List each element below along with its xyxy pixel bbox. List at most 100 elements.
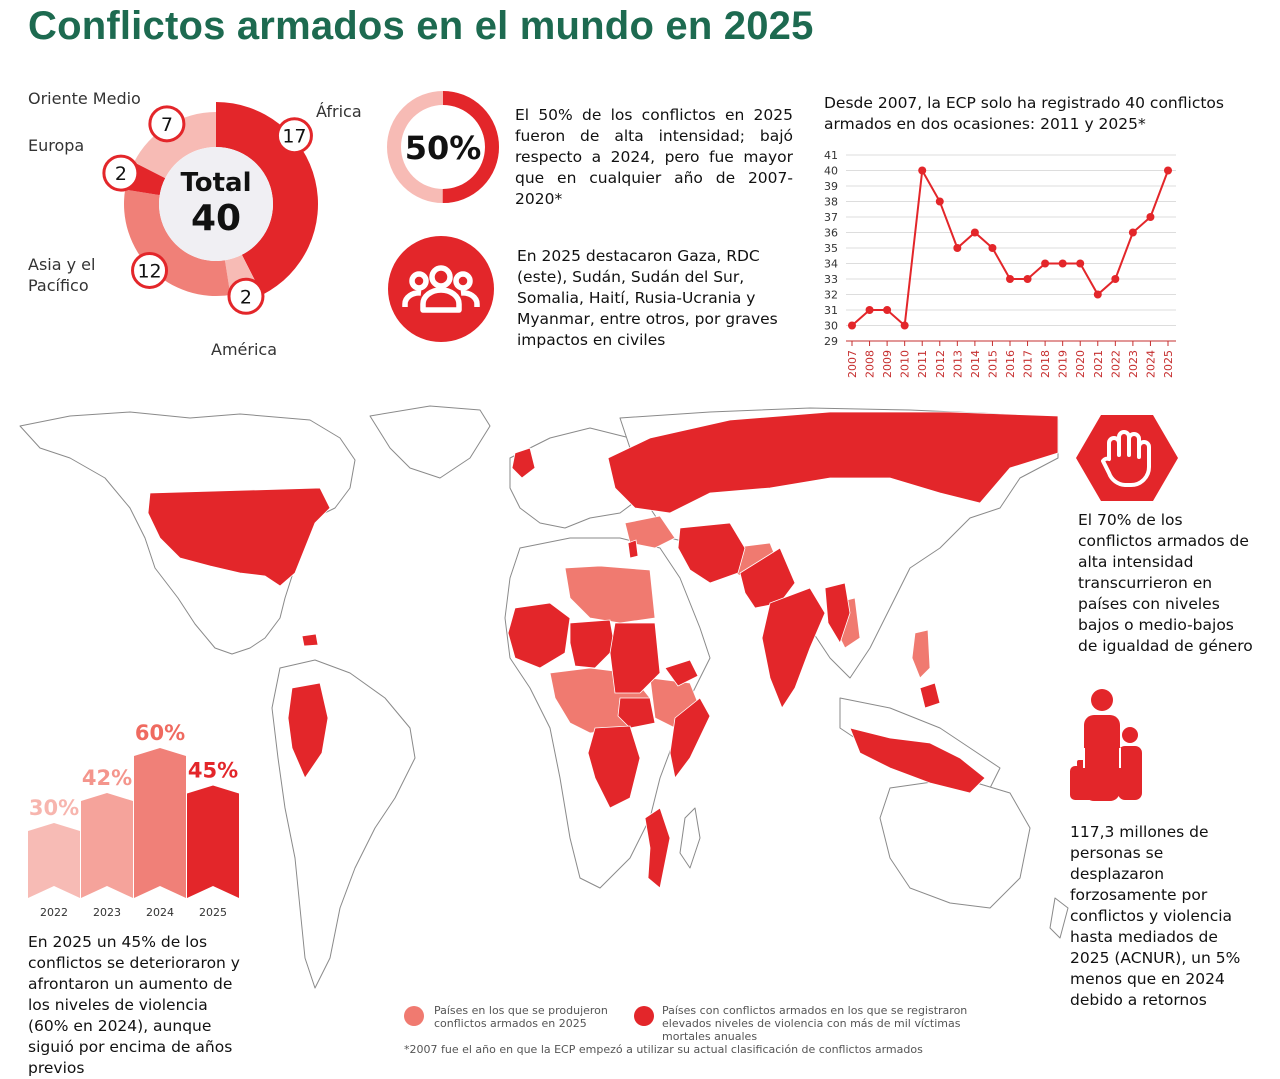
map-country-india <box>761 587 826 709</box>
data-point <box>1023 275 1032 283</box>
data-point <box>1093 290 1102 299</box>
map-country-syria-iraq <box>624 515 676 549</box>
map-australia <box>879 777 1031 909</box>
bar-category-label: 2024 <box>146 906 174 919</box>
legend-swatch-strong <box>634 1006 654 1026</box>
x-tick-label: 2017 <box>1022 350 1035 378</box>
world-map <box>19 405 1069 989</box>
total-value: 40 <box>191 198 241 239</box>
data-point <box>883 306 892 314</box>
map-country-myanmar <box>824 582 851 644</box>
map-country-israel <box>627 539 639 559</box>
data-point <box>1058 259 1067 268</box>
map-country-niger-chad <box>569 619 616 669</box>
region-count-badge: 2 <box>102 154 140 192</box>
ring-fill <box>387 91 499 203</box>
y-tick-label: 40 <box>824 165 838 178</box>
bar-category-label: 2022 <box>40 906 68 919</box>
bar-category-label: 2023 <box>93 906 121 919</box>
map-country-usa <box>147 487 331 587</box>
x-tick-label: 2025 <box>1162 350 1175 378</box>
x-tick-label: 2023 <box>1127 350 1140 378</box>
region-label-oriente-medio: Oriente Medio <box>28 89 141 108</box>
x-tick-label: 2007 <box>846 350 859 378</box>
data-point <box>1041 259 1050 268</box>
x-tick-label: 2009 <box>881 350 894 378</box>
displaced-text: 117,3 millones de personas se desplazaro… <box>1070 823 1241 1009</box>
map-country-indonesia <box>849 727 986 794</box>
region-count-badge: 2 <box>227 277 265 315</box>
data-point <box>953 244 962 252</box>
legend-label-strong: Países con conflictos armados en los que… <box>662 1004 968 1043</box>
y-tick-label: 41 <box>824 149 838 162</box>
bar <box>187 785 239 898</box>
y-tick-label: 31 <box>824 304 838 317</box>
x-tick-label: 2018 <box>1039 350 1052 378</box>
map-country-colombia <box>287 682 329 779</box>
x-tick-label: 2015 <box>986 350 999 378</box>
bar-value-label: 30% <box>29 796 79 820</box>
region-label-america: América <box>211 340 277 359</box>
data-point <box>935 197 944 206</box>
map-country-mali <box>507 602 571 669</box>
map-country-mozambique <box>644 807 671 889</box>
bar <box>81 793 133 898</box>
map-country-uk <box>511 447 536 479</box>
donut-slice <box>124 189 231 297</box>
legend: Países en los que se produjeron conflict… <box>404 1004 1044 1043</box>
y-tick-label: 37 <box>824 211 838 224</box>
x-tick-label: 2020 <box>1074 350 1087 378</box>
map-country-sudan <box>609 622 661 694</box>
region-count-badge: 12 <box>131 251 169 289</box>
x-tick-label: 2024 <box>1144 350 1157 378</box>
legend-label-light: Países en los que se produjeron conflict… <box>434 1004 608 1030</box>
data-point <box>988 244 997 252</box>
y-tick-label: 39 <box>824 180 838 193</box>
map-country-somalia <box>669 697 711 779</box>
map-new-zealand <box>1049 897 1069 939</box>
data-point <box>1006 275 1014 283</box>
y-tick-label: 30 <box>824 320 838 333</box>
high-intensity-text: El 50% de los conflictos en 2025 fueron … <box>515 106 793 208</box>
deteriorated-text: En 2025 un 45% de los conflictos se dete… <box>28 933 240 1077</box>
data-point <box>1111 275 1120 283</box>
bar-value-label: 45% <box>188 759 238 783</box>
people-group-icon <box>388 236 494 342</box>
data-point <box>1164 166 1172 175</box>
region-count-value: 7 <box>161 114 173 136</box>
region-count-value: 17 <box>282 126 306 148</box>
x-tick-label: 2011 <box>916 350 929 378</box>
raised-hand-icon <box>1076 415 1178 501</box>
y-tick-label: 34 <box>824 258 838 271</box>
donut-center <box>159 147 273 261</box>
region-donut-chart: Total 40 17 2 12 2 7 <box>102 102 319 315</box>
civilians-text: En 2025 destacaron Gaza, RDC (este), Sud… <box>517 247 778 349</box>
region-label-africa: África <box>316 102 362 121</box>
map-country-sudan-south <box>617 697 656 729</box>
x-tick-label: 2014 <box>969 350 982 378</box>
donut-badges: 17 2 12 2 7 <box>102 105 313 315</box>
high-intensity-ring: 50% <box>387 91 499 203</box>
map-country-yemen <box>664 659 699 687</box>
y-tick-label: 33 <box>824 273 838 286</box>
bar-value-label: 42% <box>82 766 132 790</box>
region-count-value: 2 <box>240 286 252 308</box>
map-greenland <box>369 405 491 479</box>
data-point <box>970 228 979 237</box>
data-point <box>1146 213 1155 221</box>
donut-slice <box>134 112 216 179</box>
map-country-iran <box>677 522 746 584</box>
data-point <box>1128 228 1137 237</box>
y-tick-label: 38 <box>824 196 838 209</box>
bar <box>28 823 80 898</box>
total-label: Total <box>180 168 251 198</box>
y-tick-label: 36 <box>824 227 838 240</box>
data-point <box>1076 259 1085 268</box>
line-chart-title: Desde 2007, la ECP solo ha registrado 40… <box>824 94 1224 133</box>
x-tick-label: 2010 <box>899 350 912 378</box>
region-label-europa: Europa <box>28 136 85 155</box>
map-country-haiti <box>301 633 319 647</box>
x-tick-label: 2019 <box>1057 350 1070 378</box>
y-tick-label: 35 <box>824 242 838 255</box>
family-icon <box>1070 689 1142 801</box>
